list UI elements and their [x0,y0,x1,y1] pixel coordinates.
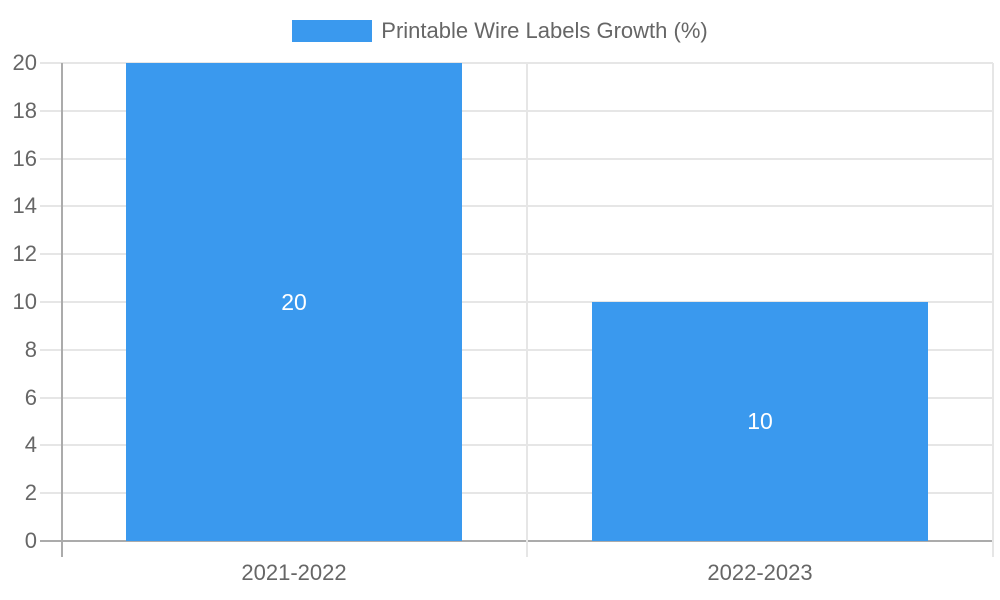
y-tick-label: 18 [12,97,37,123]
legend-item[interactable]: Printable Wire Labels Growth (%) [0,19,1000,43]
legend-swatch [292,20,373,42]
bar-2022-2023[interactable]: 10 [592,302,928,541]
gridline [40,301,993,303]
gridline [40,62,993,64]
gridline [40,205,993,208]
legend-label: Printable Wire Labels Growth (%) [381,18,708,43]
y-tick-label: 4 [24,432,37,458]
y-axis-line [61,63,63,557]
x-tick-label: 2022-2023 [707,560,813,585]
gridline [40,492,993,495]
y-tick-label: 0 [24,528,37,553]
x-axis-baseline [40,540,993,542]
plot-area: 20 2021-2022 10 2022-2023 [40,62,994,584]
y-tick-label: 6 [24,384,37,410]
plot-right-border [992,63,994,557]
category-boundary-gridline [526,63,528,557]
y-tick-label: 16 [12,145,37,171]
y-tick-label: 20 [12,50,37,75]
y-tick-label: 12 [12,241,37,267]
gridline [40,444,993,447]
gridline [40,109,993,112]
y-tick-label: 2 [24,480,37,506]
x-tick-label: 2021-2022 [241,560,347,585]
bar-2021-2022[interactable]: 20 [126,63,462,541]
gridline [40,348,993,351]
gridline [40,253,993,256]
y-tick-label: 14 [12,193,37,219]
y-tick-label: 10 [12,289,37,314]
bar-value-label: 10 [747,408,773,434]
gridline [40,157,993,160]
y-tick-label: 8 [24,336,37,362]
bar-value-label: 20 [281,288,307,315]
y-axis-tick-labels: 0 2 4 6 8 10 12 14 16 18 20 [0,52,37,552]
gridline [40,396,993,399]
